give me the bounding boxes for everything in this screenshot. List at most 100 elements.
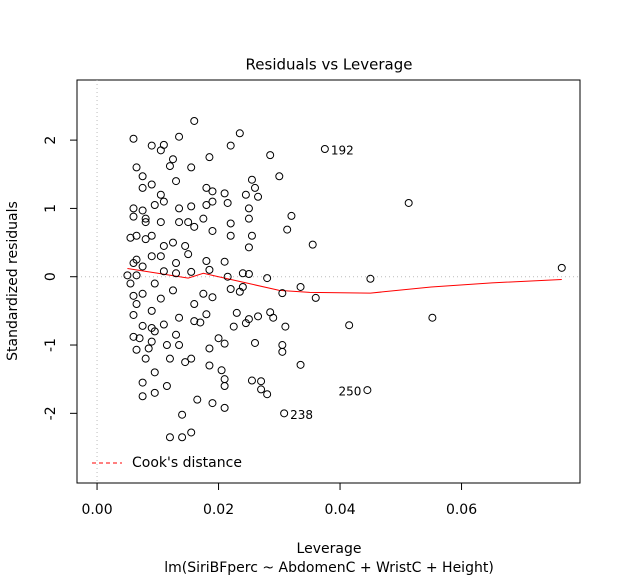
point	[250, 338, 259, 347]
point	[135, 334, 144, 343]
point	[220, 189, 229, 198]
point	[129, 259, 138, 268]
point	[184, 218, 193, 227]
point	[172, 330, 181, 339]
point	[557, 263, 566, 272]
point	[141, 218, 150, 227]
point	[159, 267, 168, 276]
point-label: 192	[331, 143, 354, 157]
point	[147, 306, 156, 315]
point	[144, 344, 153, 353]
point	[147, 231, 156, 240]
point	[172, 269, 181, 278]
point	[162, 382, 171, 391]
point	[147, 180, 156, 189]
point	[196, 318, 205, 327]
point	[168, 286, 177, 295]
point	[129, 212, 138, 221]
point	[138, 206, 147, 215]
point	[165, 354, 174, 363]
point	[190, 317, 199, 326]
point	[178, 433, 187, 442]
point	[278, 289, 287, 298]
point	[247, 231, 256, 240]
point	[280, 409, 289, 418]
point	[229, 322, 238, 331]
point	[147, 337, 156, 346]
point	[320, 144, 329, 153]
point	[138, 262, 147, 271]
point	[247, 376, 256, 385]
point	[217, 366, 226, 375]
point	[244, 214, 253, 223]
point	[226, 285, 235, 294]
x-axis-label: Leverage	[297, 541, 362, 557]
point	[175, 341, 184, 350]
point	[404, 198, 413, 207]
point	[181, 358, 190, 367]
point	[363, 386, 372, 395]
x-tick-label: 0.02	[203, 502, 234, 518]
point	[208, 399, 217, 408]
point	[162, 341, 171, 350]
point	[241, 190, 250, 199]
point	[138, 289, 147, 298]
point	[187, 202, 196, 211]
point	[244, 204, 253, 213]
point	[296, 282, 305, 291]
point	[138, 392, 147, 401]
point	[308, 240, 317, 249]
point	[165, 162, 174, 171]
point	[190, 222, 199, 231]
point-label: 250	[338, 385, 361, 399]
point	[159, 320, 168, 329]
point	[199, 289, 208, 298]
point	[150, 388, 159, 397]
point	[126, 233, 135, 242]
point	[257, 377, 266, 386]
point	[126, 279, 135, 288]
point	[156, 294, 165, 303]
point	[220, 403, 229, 412]
point	[150, 200, 159, 209]
point	[156, 218, 165, 227]
point	[187, 354, 196, 363]
point	[202, 310, 211, 319]
point	[257, 385, 266, 394]
point	[205, 153, 214, 162]
point	[232, 308, 241, 317]
point	[175, 218, 184, 227]
point	[165, 433, 174, 442]
point	[138, 172, 147, 181]
x-tick-label: 0.06	[446, 502, 477, 518]
point	[159, 241, 168, 250]
y-axis-label: Standardized residuals	[5, 201, 21, 361]
point	[269, 313, 278, 322]
y-tick-label: 1	[43, 204, 59, 213]
point	[168, 155, 177, 164]
point	[254, 192, 263, 201]
point	[184, 250, 193, 259]
point	[281, 322, 290, 331]
point	[141, 214, 150, 223]
point	[220, 375, 229, 384]
point	[190, 116, 199, 125]
point	[159, 197, 168, 206]
point	[147, 252, 156, 261]
point	[187, 428, 196, 437]
point	[132, 345, 141, 354]
point	[278, 347, 287, 356]
y-tick-label: 2	[43, 136, 59, 145]
point	[235, 287, 244, 296]
point	[226, 219, 235, 228]
point	[129, 332, 138, 341]
point	[366, 274, 375, 283]
point	[129, 134, 138, 143]
point	[266, 151, 275, 160]
point	[208, 197, 217, 206]
point	[132, 300, 141, 309]
point	[175, 204, 184, 213]
point	[345, 321, 354, 330]
point	[132, 271, 141, 280]
